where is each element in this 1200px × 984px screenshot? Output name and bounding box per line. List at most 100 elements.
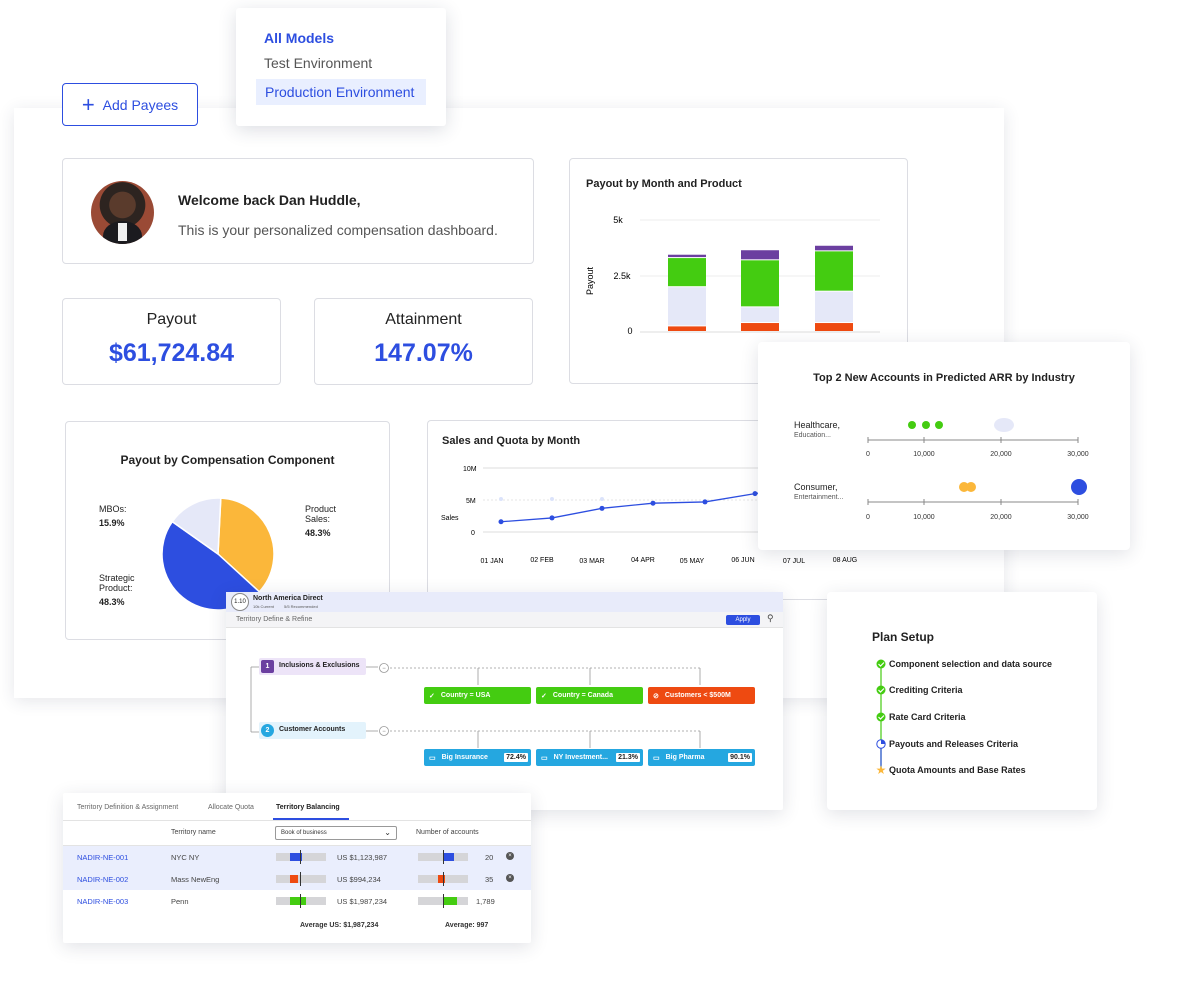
bar-segment	[741, 307, 779, 323]
territory-balancing-card: Territory Definition & Assignment Alloca…	[63, 793, 531, 943]
amount-value: US $1,987,234	[337, 897, 388, 906]
tab-territory-definition[interactable]: Territory Definition & Assignment	[77, 804, 179, 811]
account-big-insurance[interactable]: ▭ Big Insurance 72.4%	[424, 749, 531, 766]
bar-segment	[815, 323, 853, 331]
sales-point	[702, 499, 708, 505]
check-circle-icon: ✓	[541, 692, 547, 700]
account-big-pharma[interactable]: ▭ Big Pharma 90.1%	[648, 749, 755, 766]
payout-value: $61,724.84	[108, 339, 235, 367]
arr-tick: 10,000	[913, 451, 935, 458]
pie-label-strategic-product: Strategic Product: 48.3%	[99, 573, 135, 607]
amount-bar-fill	[290, 853, 302, 861]
welcome-subtitle: This is your personalized compensation d…	[178, 222, 498, 238]
plan-item[interactable]: Rate Card Criteria	[889, 712, 966, 722]
avatar	[91, 181, 154, 244]
step-inclusions[interactable]: 1 Inclusions & Exclusions	[259, 658, 366, 675]
step-label: Inclusions & Exclusions	[279, 662, 360, 669]
territory-panel: 1.10 North America Direct 10k Current 5/…	[226, 592, 783, 810]
welcome-card: Welcome back Dan Huddle, This is your pe…	[62, 158, 534, 264]
x-tick-label: 06 JUN	[731, 557, 754, 564]
arr-tick: 20,000	[990, 451, 1012, 458]
x-tick-label: 07 JUL	[783, 558, 805, 565]
quota-dot	[499, 497, 503, 501]
amount-bar-fill	[290, 897, 306, 905]
arr-row-consumer-label: Consumer, Entertainment...	[794, 482, 844, 501]
arr-tick: 0	[866, 514, 870, 521]
payout-card: Payout $61,724.84	[62, 298, 281, 385]
attainment-value: 147.07%	[374, 339, 473, 367]
sales-point	[549, 515, 555, 521]
territory-connectors: − −	[250, 663, 701, 748]
filter-country-canada[interactable]: ✓ Country = Canada	[536, 687, 643, 704]
apply-button[interactable]: Apply	[726, 615, 760, 625]
count-value: 20	[485, 853, 494, 862]
tab-allocate-quota[interactable]: Allocate Quota	[208, 804, 254, 811]
add-payees-button[interactable]: + Add Payees	[62, 83, 198, 126]
y-tick-10m: 10M	[463, 466, 477, 473]
amount-bar-marker	[300, 894, 301, 908]
dropdown-item-production-env[interactable]: Production Environment	[256, 79, 426, 105]
arr-dot	[1071, 479, 1087, 495]
document-icon: ▭	[653, 754, 660, 762]
territory-id-link[interactable]: NADIR-NE-003	[77, 897, 129, 906]
bar-segment	[815, 245, 853, 251]
y-tick-0: 0	[627, 326, 632, 336]
remove-icon[interactable]: ×	[506, 874, 514, 882]
book-of-business-select[interactable]: Book of business ⌄	[275, 826, 397, 840]
table-row[interactable]: NADIR-NE-002 Mass NewEng US $994,234 35 ×	[63, 868, 531, 890]
plan-setup-title: Plan Setup	[872, 630, 935, 644]
step-label: Customer Accounts	[279, 726, 346, 733]
y-tick-0: 0	[471, 530, 475, 537]
account-ny-investment[interactable]: ▭ NY Investment... 21.3%	[536, 749, 643, 766]
y-tick-2.5k: 2.5k	[613, 271, 631, 281]
territory-id-link[interactable]: NADIR-NE-002	[77, 875, 129, 884]
amount-bar-marker	[300, 850, 301, 864]
y-tick-5k: 5k	[613, 215, 623, 225]
count-bar-marker	[443, 894, 444, 908]
pin-icon[interactable]: ⚲	[767, 613, 774, 623]
territory-id-link[interactable]: NADIR-NE-001	[77, 853, 129, 862]
territory-toolbar: Territory Define & Refine Apply ⚲	[226, 612, 783, 628]
pie-label-product-sales: Product Sales: 48.3%	[305, 504, 337, 538]
arr-tick: 10,000	[913, 514, 935, 521]
arr-tick: 0	[866, 451, 870, 458]
remove-icon[interactable]: ×	[506, 852, 514, 860]
col-territory-name: Territory name	[171, 829, 216, 836]
sales-line	[500, 490, 769, 523]
filter-country-usa[interactable]: ✓ Country = USA	[424, 687, 531, 704]
arr-row-healthcare-label: Healthcare, Education...	[794, 420, 841, 439]
x-tick-label: 01 JAN	[481, 558, 504, 565]
bar-segment	[741, 260, 779, 307]
y-axis-label: Payout	[585, 266, 595, 295]
dropdown-item-test-env[interactable]: Test Environment	[264, 55, 373, 71]
arr-dot	[959, 482, 969, 492]
step-customer-accounts[interactable]: 2 Customer Accounts	[259, 722, 366, 739]
document-icon: ▭	[429, 754, 436, 762]
chevron-down-icon: ⌄	[384, 828, 391, 837]
plan-setup-card: Plan Setup ★ Component selection and dat…	[827, 592, 1097, 810]
plan-item[interactable]: Quota Amounts and Base Rates	[889, 765, 1026, 775]
table-row[interactable]: NADIR-NE-001 NYC NY US $1,123,987 20 ×	[63, 846, 531, 868]
sales-point	[650, 500, 656, 506]
sales-point	[498, 519, 504, 525]
bar-segment	[741, 323, 779, 331]
col-number-of-accounts: Number of accounts	[416, 829, 479, 836]
tab-territory-balancing[interactable]: Territory Balancing	[276, 804, 340, 811]
arr-dot	[935, 421, 943, 429]
territory-header: 1.10 North America Direct 10k Current 5/…	[226, 592, 783, 612]
document-icon: ▭	[541, 754, 548, 762]
welcome-title: Welcome back Dan Huddle,	[178, 192, 361, 208]
table-row[interactable]: NADIR-NE-003 Penn US $1,987,234 1,789	[63, 890, 531, 912]
stacked-bar-chart: 5k 2.5k 0 Payout	[585, 215, 880, 336]
plan-item[interactable]: Payouts and Releases Criteria	[889, 739, 1019, 749]
filter-customers-500m[interactable]: ⊘ Customers < $500M	[648, 687, 755, 704]
x-tick-label: 05 MAY	[680, 558, 705, 565]
bar-segment	[668, 287, 706, 326]
sales-quota-title: Sales and Quota by Month	[442, 435, 581, 447]
plan-item[interactable]: Component selection and data source	[889, 659, 1053, 669]
dropdown-item-all-models[interactable]: All Models	[264, 30, 335, 46]
territory-name: Penn	[171, 897, 189, 906]
arr-card: Top 2 New Accounts in Predicted ARR by I…	[758, 342, 1130, 550]
arr-tick: 30,000	[1067, 514, 1089, 521]
plan-item[interactable]: Crediting Criteria	[889, 685, 963, 695]
